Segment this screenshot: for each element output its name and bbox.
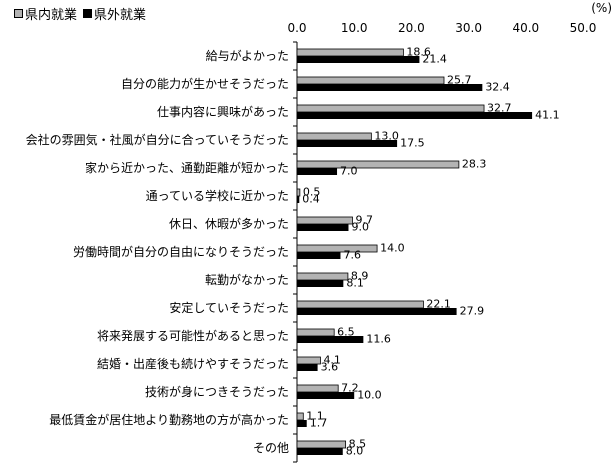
bar-series-1 [296, 412, 304, 421]
category-label: 安定していそうだった [169, 300, 289, 315]
legend-label-series-2: 県外就業 [94, 8, 147, 23]
category-label: 通っている学校に近かった [146, 188, 289, 203]
unit-label: (%) [591, 1, 612, 15]
data-label-series-1: 25.7 [447, 74, 472, 87]
legend-swatch-series-2 [83, 9, 93, 18]
bar-series-1 [296, 384, 339, 393]
data-label-series-1: 6.5 [337, 326, 355, 339]
category-label: 会社の雰囲気・社風が自分に合っていそうだった [26, 132, 289, 147]
bar-series-2 [297, 448, 343, 455]
x-tick-label: 10.0 [341, 21, 368, 35]
bar-series-2 [297, 364, 318, 371]
bar-series-2 [297, 168, 338, 175]
category-label: 休日、休暇が多かった [169, 216, 289, 231]
bar-series-1 [296, 216, 353, 225]
bar-series-2 [297, 280, 344, 287]
data-label-series-1: 1.1 [306, 410, 324, 423]
bar-series-1 [296, 440, 347, 449]
x-tick-label: 30.0 [455, 21, 482, 35]
data-label-series-2: 8.1 [346, 277, 364, 290]
bar-series-2 [297, 252, 341, 259]
legend-swatch-series-1 [14, 9, 23, 18]
category-label: 家から近かった、通勤距離が短かった [85, 160, 289, 175]
category-label: 将来発展する可能性があると思った [97, 328, 289, 343]
bar-series-1 [296, 132, 372, 141]
legend-item-series-2: 県外就業 [83, 4, 146, 23]
legend-label-series-1: 県内就業 [25, 8, 78, 23]
bar-series-2 [297, 112, 533, 119]
bar-series-2 [297, 308, 457, 315]
data-label-series-2: 7.6 [343, 249, 361, 262]
data-label-series-2: 11.6 [366, 333, 391, 346]
x-tick-label: 40.0 [512, 21, 539, 35]
data-label-series-1: 8.9 [351, 270, 369, 283]
x-tick-label: 0.0 [287, 21, 306, 35]
data-label-series-1: 22.1 [426, 298, 451, 311]
data-label-series-1: 7.2 [341, 382, 359, 395]
category-label: 転勤がなかった [205, 272, 289, 287]
category-label: 仕事内容に興味があった [157, 104, 289, 119]
category-label: 給与がよかった [206, 48, 289, 63]
bar-series-2 [297, 420, 307, 427]
bar-series-2 [297, 140, 398, 147]
x-tick-label: 20.0 [398, 21, 425, 35]
data-label-series-2: 32.4 [485, 81, 510, 94]
data-label-series-1: 13.0 [374, 130, 399, 143]
data-label-series-1: 28.3 [462, 158, 487, 171]
category-label: 最低賃金が居住地より勤務地の方が高かった [49, 412, 289, 427]
data-label-series-2: 1.7 [310, 417, 328, 430]
data-label-series-1: 0.5 [303, 186, 321, 199]
bar-series-1 [296, 272, 349, 281]
data-label-series-2: 41.1 [535, 109, 560, 122]
data-label-series-2: 27.9 [460, 305, 485, 318]
x-tick-label: 50.0 [570, 21, 597, 35]
data-label-series-1: 4.1 [323, 354, 341, 367]
data-label-series-2: 21.4 [422, 53, 447, 66]
bar-series-1 [296, 104, 485, 113]
bar-series-1 [296, 356, 321, 365]
data-label-series-2: 17.5 [400, 137, 425, 150]
bar-series-2 [297, 336, 364, 343]
category-label: 技術が身につきそうだった [145, 384, 289, 399]
bar-series-2 [297, 56, 420, 63]
bar-series-1 [296, 328, 335, 337]
data-label-series-2: 0.4 [302, 193, 320, 206]
data-label-series-1: 32.7 [487, 102, 512, 115]
category-label: 結婚・出産後も続けやすそうだった [97, 356, 289, 371]
bar-series-1 [296, 160, 460, 169]
data-label-series-2: 3.6 [321, 361, 339, 374]
data-label-series-1: 9.7 [355, 214, 373, 227]
data-label-series-2: 8.0 [346, 445, 364, 458]
category-label: 労働時間が自分の自由になりそうだった [73, 244, 289, 259]
category-label: その他 [253, 441, 289, 455]
data-label-series-2: 10.0 [357, 389, 382, 402]
data-label-series-2: 7.0 [340, 165, 358, 178]
bar-series-2 [297, 392, 355, 399]
bar-series-1 [296, 188, 301, 197]
data-label-series-1: 18.6 [406, 46, 431, 59]
bar-series-2 [297, 196, 300, 203]
data-label-series-2: 9.0 [351, 221, 369, 234]
data-label-series-1: 14.0 [380, 242, 405, 255]
bar-series-1 [296, 300, 424, 309]
bar-series-1 [296, 48, 404, 57]
bar-series-2 [297, 84, 483, 91]
data-label-series-1: 8.5 [349, 438, 367, 451]
chart-legend: 県内就業 県外就業 [14, 4, 152, 23]
category-label: 自分の能力が生かせそうだった [121, 76, 289, 91]
bar-series-1 [296, 76, 445, 85]
legend-item-series-1: 県内就業 [14, 4, 77, 23]
bar-series-1 [296, 244, 378, 253]
bar-series-2 [297, 224, 349, 231]
